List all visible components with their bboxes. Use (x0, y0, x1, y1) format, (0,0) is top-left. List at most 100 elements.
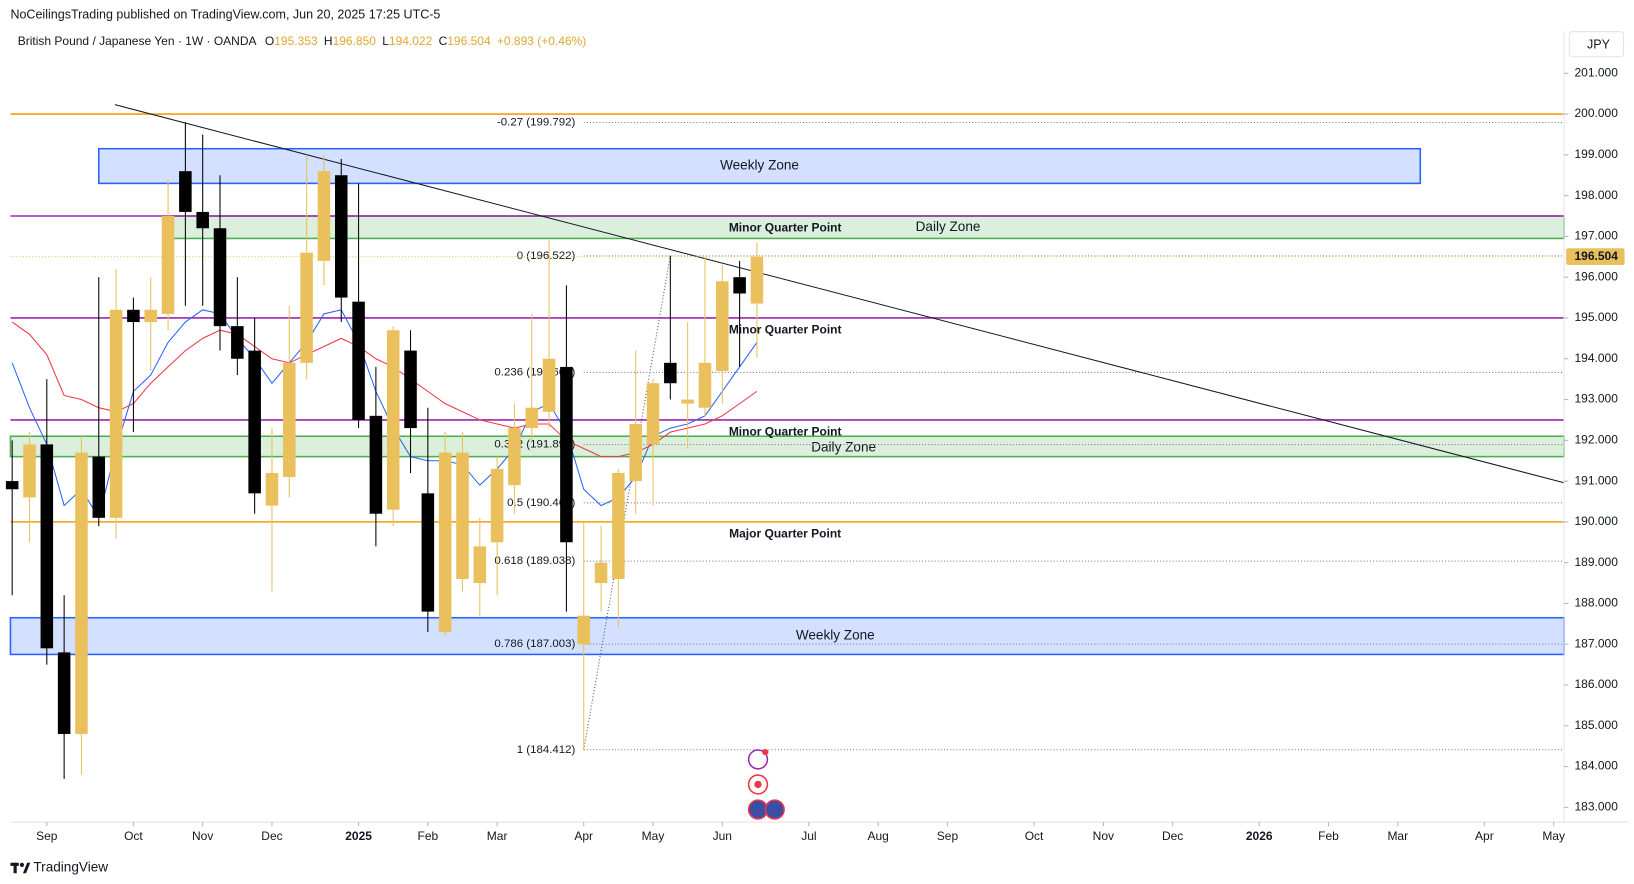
candle-body (196, 211, 209, 229)
event-icon[interactable] (764, 799, 785, 820)
fib-trend (583, 255, 671, 750)
candle-body (664, 362, 677, 384)
event-dot (762, 748, 769, 756)
candle-body (334, 175, 348, 298)
y-tick-label: 184.000 (1574, 759, 1618, 773)
candle-body (646, 383, 660, 445)
candle-body (5, 481, 19, 490)
y-tick-label: 190.000 (1574, 514, 1618, 528)
x-tick-label: Nov (1093, 829, 1114, 843)
x-tick-label: Dec (1162, 829, 1183, 843)
candle-body (456, 452, 469, 579)
candle-body (525, 407, 539, 429)
y-tick-label: 193.000 (1574, 392, 1618, 406)
candle-body (560, 366, 573, 543)
trendline (114, 104, 1565, 484)
x-tick-label: Aug (867, 829, 888, 843)
event-icons (747, 748, 785, 820)
y-tick-label: 201.000 (1574, 65, 1618, 79)
candle-body (681, 399, 694, 404)
candle-body (75, 452, 88, 734)
plot-area: Weekly Zone Daily Zone Daily Zone Weekly Zo… (5, 104, 1565, 779)
y-tick-label: 192.000 (1574, 432, 1618, 446)
brand-logo (10, 862, 31, 874)
candle-body (161, 216, 175, 314)
level-label: Minor Quarter Point (729, 425, 842, 439)
candle-body (473, 546, 487, 584)
level-label: Major Quarter Point (729, 527, 841, 541)
y-tick-label: 187.000 (1574, 636, 1618, 650)
fib-label: 0 (196.522) (517, 250, 576, 262)
candle-body (127, 309, 140, 323)
y-tick-label: 196.000 (1574, 269, 1618, 283)
y-tick-label: 198.000 (1574, 188, 1618, 202)
logo-part (19, 862, 25, 867)
level-label: Minor Quarter Point (729, 323, 842, 337)
fib-label: 1 (184.412) (517, 744, 576, 756)
y-tick-label: 185.000 (1574, 718, 1618, 732)
candle-body (248, 350, 261, 494)
candle-body (109, 309, 123, 518)
candle-body (369, 415, 383, 514)
candle-body (508, 428, 521, 486)
x-tick-label: Dec (261, 829, 282, 843)
currency-box[interactable] (1568, 31, 1625, 58)
last-price-tag (1566, 248, 1625, 265)
brand: TradingView (33, 860, 108, 875)
legend-item: British Pound / Japanese Yen · 1W · OAND… (18, 34, 257, 48)
logo-part (13, 862, 17, 874)
x-tick-label: Nov (192, 829, 213, 843)
candle-body (144, 309, 157, 323)
legend-item: 196.504 (447, 34, 491, 48)
x-tick-label: Apr (574, 829, 593, 843)
zone-label: Weekly Zone (796, 628, 875, 643)
legend-item: H (324, 34, 333, 48)
y-tick-label: 199.000 (1574, 147, 1618, 161)
candle-body (92, 456, 106, 518)
x-tick-label: 2025 (345, 829, 372, 843)
fib-label: 0.618 (189.038) (494, 555, 575, 567)
x-tick-label: Sep (36, 829, 58, 843)
x-tick-label: Jun (713, 829, 732, 843)
logo-part (22, 862, 31, 874)
x-tick-label: Oct (1025, 829, 1044, 843)
candle-body (317, 171, 331, 261)
legend-item: 195.353 (274, 34, 318, 48)
legend-item: 194.022 (389, 34, 433, 48)
fib-label: 0.786 (187.003) (494, 638, 575, 650)
x-tick-label: 2026 (1246, 829, 1273, 843)
candle-body (231, 326, 244, 359)
candle-body (179, 171, 192, 212)
legend-item: C (439, 34, 448, 48)
candle-body (40, 444, 54, 649)
x-tick-label: Feb (1318, 829, 1339, 843)
candle-body (542, 358, 556, 412)
zone-label: Daily Zone (916, 219, 981, 234)
currency: JPY (1587, 38, 1611, 52)
y-tick-label: 195.000 (1574, 310, 1618, 324)
candle-body (404, 350, 417, 429)
x-tick-label: Apr (1475, 829, 1494, 843)
candle-body (750, 256, 764, 304)
x-tick-label: Jul (801, 829, 816, 843)
y-tick-label: 191.000 (1574, 473, 1618, 487)
fib-label: 0.5 (190.467) (507, 497, 575, 509)
symbol-legend: British Pound / Japanese Yen · 1W · OAND… (18, 34, 587, 48)
candle-body (698, 362, 712, 408)
candle-body (57, 652, 71, 734)
zone-label: Weekly Zone (720, 158, 799, 173)
candle-body (716, 281, 729, 371)
legend-item: 196.850 (333, 34, 377, 48)
candle-body (386, 330, 400, 510)
x-tick-label: Oct (124, 829, 143, 843)
y-tick-label: 194.000 (1574, 351, 1618, 365)
zone (172, 215, 1565, 240)
event-dot (754, 780, 762, 789)
candle-body (352, 301, 365, 420)
event-icon[interactable] (747, 749, 769, 770)
candle-body (421, 493, 435, 612)
candle-body (577, 615, 590, 645)
legend-item: L (382, 34, 389, 48)
